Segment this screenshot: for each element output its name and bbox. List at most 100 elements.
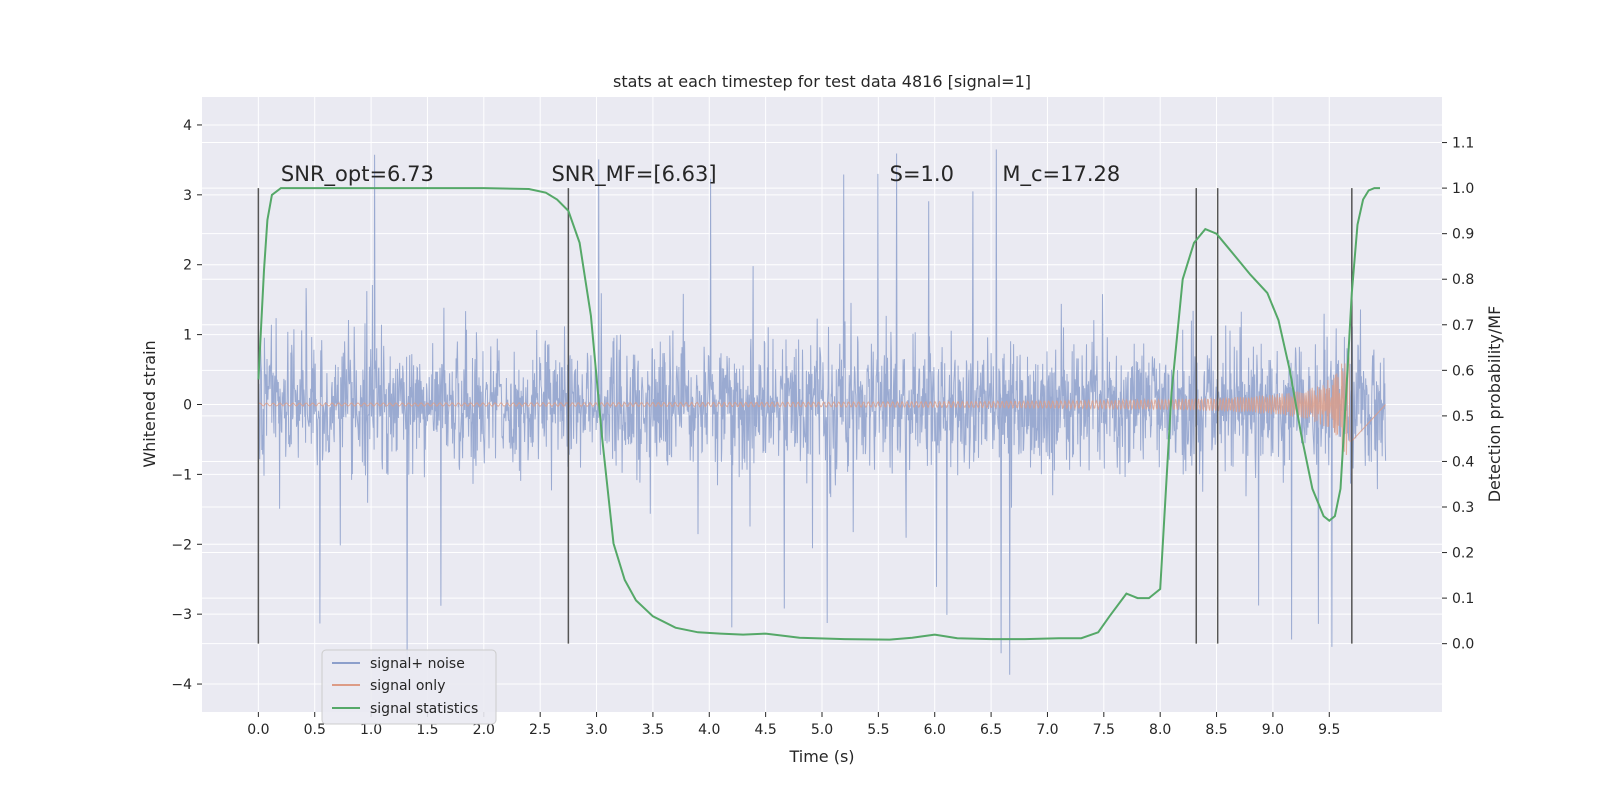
signal-statistics-point <box>990 639 991 640</box>
signal-statistics-point <box>1267 292 1268 293</box>
signal-statistics-point <box>742 634 743 635</box>
signal-statistics-point <box>1171 393 1172 394</box>
signal-statistics-point <box>1278 320 1279 321</box>
x-tick-label: 1.5 <box>416 722 438 738</box>
x-axis-label: Time (s) <box>788 747 854 766</box>
signal-statistics-point <box>1137 598 1138 599</box>
signal-statistics-point <box>348 188 349 189</box>
signal-statistics-point <box>1058 638 1059 639</box>
right-tick-label: 0.2 <box>1452 546 1474 562</box>
right-tick-label: 0.0 <box>1452 637 1474 653</box>
signal-statistics-point <box>1182 279 1183 280</box>
right-y-axis-label: Detection probability/MF <box>1485 306 1504 503</box>
signal-statistics-point <box>1379 188 1380 189</box>
x-axis: 0.0 0.5 1.0 1.5 2.0 2.5 3.0 3.5 4.0 4.5 5.0 5.5 6.0 6… <box>247 712 1340 738</box>
left-tick-label: −2 <box>171 537 192 553</box>
signal-statistics-point <box>720 633 721 634</box>
signal-statistics-point <box>568 210 569 211</box>
signal-statistics-point <box>1357 224 1358 225</box>
legend: signal+ noise signal only signal statist… <box>321 649 497 725</box>
right-tick-label: 1.1 <box>1452 136 1474 152</box>
annotation-label: M_c=17.28 <box>1002 162 1120 187</box>
signal-statistics-point <box>271 194 272 195</box>
legend-label-signal-plus-noise: signal+ noise <box>370 656 465 672</box>
right-tick-label: 0.9 <box>1452 227 1474 243</box>
right-tick-label: 0.1 <box>1452 591 1474 607</box>
x-tick-label: 9.0 <box>1262 722 1284 738</box>
x-tick-label: 2.5 <box>529 722 551 738</box>
signal-statistics-point <box>590 315 591 316</box>
signal-statistics-point <box>1323 516 1324 517</box>
signal-statistics-point <box>1289 370 1290 371</box>
signal-statistics-series <box>257 187 1380 641</box>
signal-statistics-point <box>1160 588 1161 589</box>
signal-statistics-point <box>624 579 625 580</box>
x-tick-label: 9.5 <box>1318 722 1340 738</box>
signal-statistics-point <box>1193 242 1194 243</box>
left-tick-label: −1 <box>171 467 192 483</box>
signal-statistics-point <box>635 600 636 601</box>
signal-statistics-point <box>799 637 800 638</box>
signal-statistics-point <box>1098 632 1099 633</box>
legend-label-signal-statistics: signal statistics <box>370 701 478 717</box>
left-tick-label: 0 <box>183 398 192 414</box>
left-y-axis-label: Whitened strain <box>140 340 159 467</box>
signal-statistics-point <box>1374 188 1375 189</box>
signal-statistics-point <box>427 188 428 189</box>
x-tick-label: 1.0 <box>360 722 382 738</box>
x-tick-label: 5.5 <box>867 722 889 738</box>
signal-statistics-point <box>556 199 557 200</box>
annotation-label: S=1.0 <box>890 162 954 186</box>
signal-statistics-point <box>697 632 698 633</box>
x-tick-label: 6.5 <box>980 722 1002 738</box>
signal-statistics-point <box>579 242 580 243</box>
right-tick-label: 0.3 <box>1452 500 1474 516</box>
x-tick-label: 8.5 <box>1205 722 1227 738</box>
signal-statistics-point <box>1329 520 1330 521</box>
signal-statistics-point <box>1216 233 1217 234</box>
signal-statistics-point <box>765 633 766 634</box>
legend-label-signal-only: signal only <box>370 678 445 694</box>
signal-statistics-point <box>889 639 890 640</box>
right-tick-label: 0.8 <box>1452 272 1474 288</box>
signal-statistics-point <box>1227 247 1228 248</box>
signal-statistics-point <box>1340 488 1341 489</box>
x-tick-label: 3.0 <box>585 722 607 738</box>
left-tick-label: −3 <box>171 607 192 623</box>
signal-statistics-point <box>602 438 603 439</box>
right-y-axis: 1.1 1.0 0.9 0.8 0.7 0.6 0.5 0.4 0.3 0.2 0.1 0.0 <box>1442 136 1474 653</box>
left-tick-label: 4 <box>183 118 192 134</box>
right-tick-label: 0.5 <box>1452 409 1474 425</box>
signal-statistics-point <box>267 219 268 220</box>
signal-statistics-line <box>257 187 1380 641</box>
signal-statistics-point <box>1081 638 1082 639</box>
signal-statistics-point <box>1334 516 1335 517</box>
signal-statistics-point <box>1351 292 1352 293</box>
x-tick-label: 0.5 <box>304 722 326 738</box>
signal-statistics-point <box>957 638 958 639</box>
signal-statistics-point <box>1346 393 1347 394</box>
signal-statistics-point <box>1362 199 1363 200</box>
annotation-label: SNR_opt=6.73 <box>281 162 434 187</box>
x-tick-label: 6.0 <box>924 722 946 738</box>
left-y-axis: 4 3 2 1 0 −1 −2 −3 −4 <box>171 118 202 693</box>
signal-statistics-point <box>1312 488 1313 489</box>
signal-statistics-point <box>1250 274 1251 275</box>
x-tick-label: 4.5 <box>755 722 777 738</box>
right-tick-label: 1.0 <box>1452 181 1474 197</box>
left-tick-label: 2 <box>183 258 192 274</box>
signal-statistics-point <box>934 634 935 635</box>
left-tick-label: 3 <box>183 188 192 204</box>
x-tick-label: 4.0 <box>698 722 720 738</box>
signal-statistics-point <box>613 543 614 544</box>
signal-statistics-point <box>280 188 281 189</box>
signal-statistics-point <box>844 639 845 640</box>
signal-statistics-point <box>1238 260 1239 261</box>
event-markers <box>257 188 1353 644</box>
right-tick-label: 0.7 <box>1452 318 1474 334</box>
signal-statistics-point <box>1148 598 1149 599</box>
signal-statistics-point <box>545 192 546 193</box>
x-tick-label: 7.5 <box>1093 722 1115 738</box>
